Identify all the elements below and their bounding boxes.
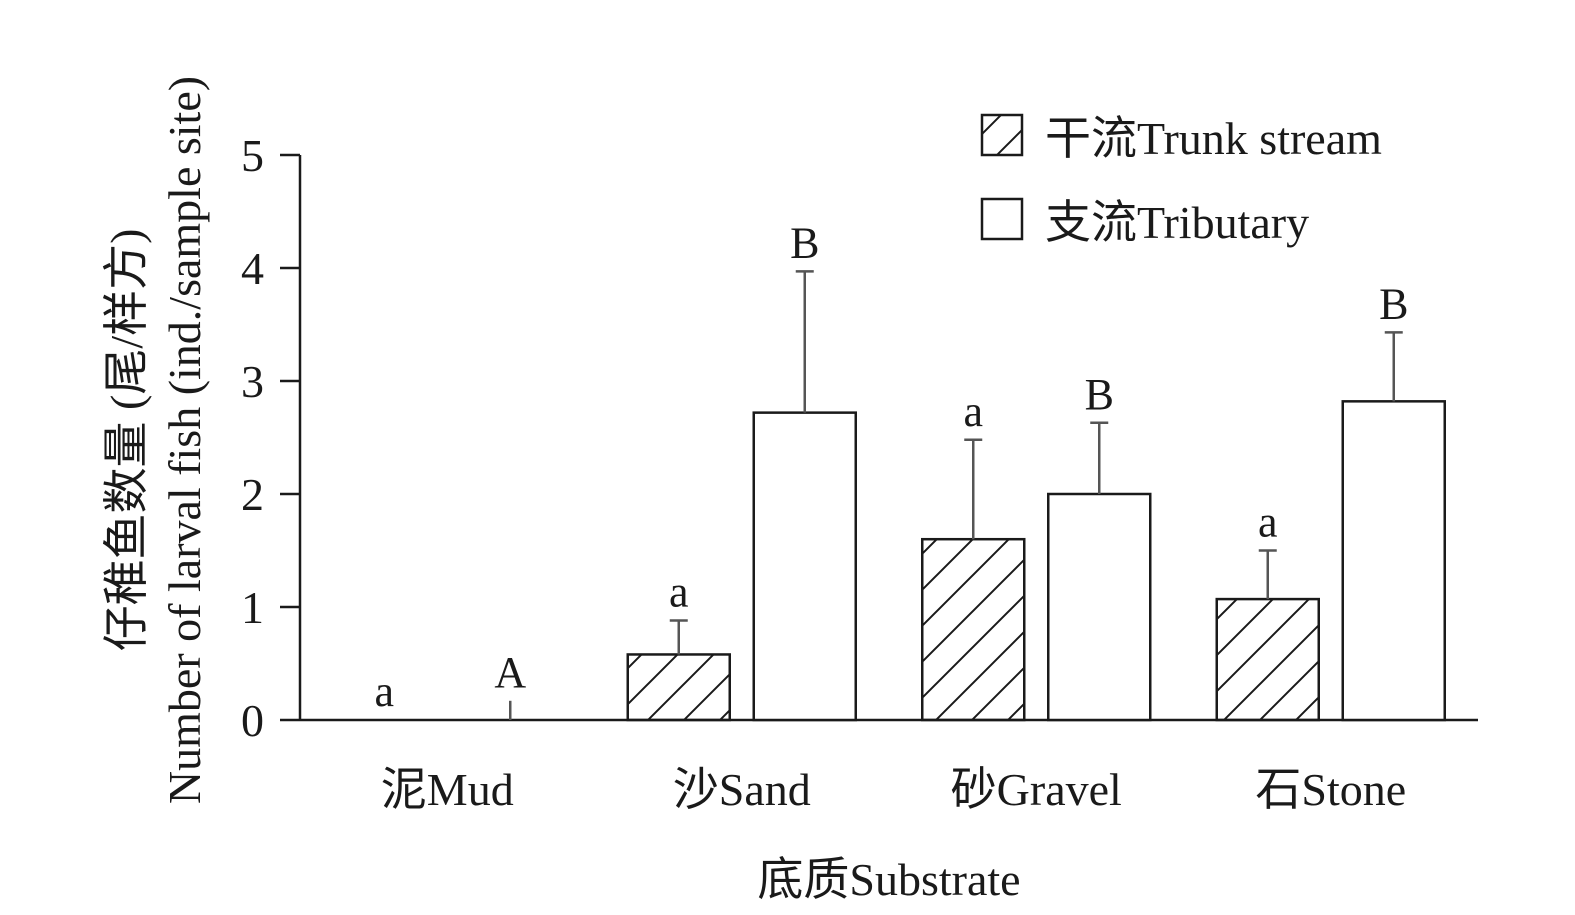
- category-label: 石Stone: [1255, 764, 1406, 815]
- significance-letter: a: [374, 667, 394, 716]
- significance-letter: A: [494, 648, 526, 697]
- category-label: 沙Sand: [673, 764, 811, 815]
- significance-letter: a: [963, 387, 983, 436]
- bar: [1047, 492, 1152, 722]
- y-tick-label: 5: [241, 130, 264, 181]
- bar: [626, 653, 731, 722]
- significance-letter: a: [1258, 498, 1278, 547]
- significance-letter: a: [669, 568, 689, 617]
- significance-letter: B: [1379, 279, 1408, 328]
- x-axis-label: 底质Substrate: [757, 854, 1020, 905]
- category-label: 泥Mud: [381, 764, 514, 815]
- y-tick-label: 4: [241, 243, 264, 294]
- bars: a Aa Ba Ba B: [374, 218, 1446, 722]
- bar: [1215, 597, 1320, 722]
- significance-letter: B: [790, 218, 819, 267]
- category-label: 砂Gravel: [951, 764, 1122, 815]
- y-ticks: 0 1 2 3 4 5: [241, 130, 300, 746]
- legend-swatch-tributary: [980, 197, 1024, 241]
- y-axis-label-cn: 仔稚鱼数量 (尾/样方): [101, 229, 152, 652]
- legend-label-trunk: 干流Trunk stream: [1045, 113, 1382, 164]
- y-tick-label: 0: [241, 695, 264, 746]
- y-tick-label: 1: [241, 582, 264, 633]
- bar: [921, 537, 1026, 722]
- y-tick-label: 3: [241, 356, 264, 407]
- significance-letter: B: [1085, 370, 1114, 419]
- bar: [752, 411, 857, 722]
- legend: 干流Trunk stream 支流Tributary: [980, 113, 1382, 248]
- legend-swatch-trunk: [980, 113, 1024, 157]
- bar: [1341, 400, 1446, 722]
- y-axis-label-en: Number of larval fish (ind./sample site): [159, 76, 210, 804]
- category-labels: 泥Mud 沙Sand 砂Gravel 石Stone: [381, 764, 1406, 815]
- y-tick-label: 2: [241, 469, 264, 520]
- legend-label-tributary: 支流Tributary: [1045, 197, 1309, 248]
